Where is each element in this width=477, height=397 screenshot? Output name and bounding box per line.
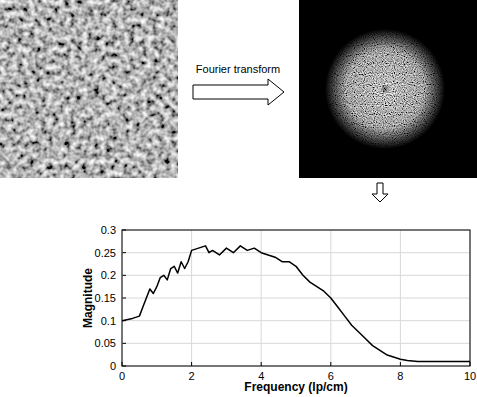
- grid-line: [122, 343, 470, 344]
- tick-label: 0.3: [101, 224, 116, 236]
- figure: Fourier transform 0 0.05 0.1 0.15 0.2 0.25 0.3 0…: [0, 0, 477, 397]
- arrow: [372, 183, 388, 202]
- tick: [191, 362, 192, 366]
- tick-label: 0.25: [95, 247, 116, 259]
- tick: [122, 275, 126, 276]
- tick: [122, 343, 126, 344]
- noise-image: [0, 0, 178, 178]
- tick: [122, 298, 126, 299]
- tick-label: 0: [119, 370, 125, 382]
- arrow: [193, 79, 284, 105]
- tick-label: 0.2: [101, 269, 116, 281]
- plot-bg: [122, 230, 470, 366]
- y-axis-label: Magnitude: [81, 268, 95, 328]
- grid-line: [122, 320, 470, 321]
- tick-label: 8: [397, 370, 403, 382]
- grid-line: [122, 252, 470, 253]
- tick-label: 0.1: [101, 315, 116, 327]
- annotation: Fourier transform: [196, 63, 280, 75]
- spectrum-image: [299, 0, 477, 178]
- tick: [400, 362, 401, 366]
- grid-line: [400, 230, 401, 366]
- tick: [122, 252, 126, 253]
- series-group: [122, 246, 470, 362]
- data-line: [122, 246, 470, 362]
- tick-label: 0: [110, 360, 116, 372]
- noise-image-bg: [0, 0, 178, 178]
- grid-line: [122, 298, 470, 299]
- tick-label: 0.05: [95, 337, 116, 349]
- tick: [261, 362, 262, 366]
- tick-label: 2: [189, 370, 195, 382]
- x-axis-label: Frequency (lp/cm): [244, 380, 347, 394]
- tick: [330, 362, 331, 366]
- spectrum-speckle: [299, 0, 477, 178]
- grid-line: [122, 275, 470, 276]
- plot-frame: [122, 230, 470, 366]
- tick-label: 10: [464, 370, 476, 382]
- tick-label: 0.15: [95, 292, 116, 304]
- grid-line: [261, 230, 262, 366]
